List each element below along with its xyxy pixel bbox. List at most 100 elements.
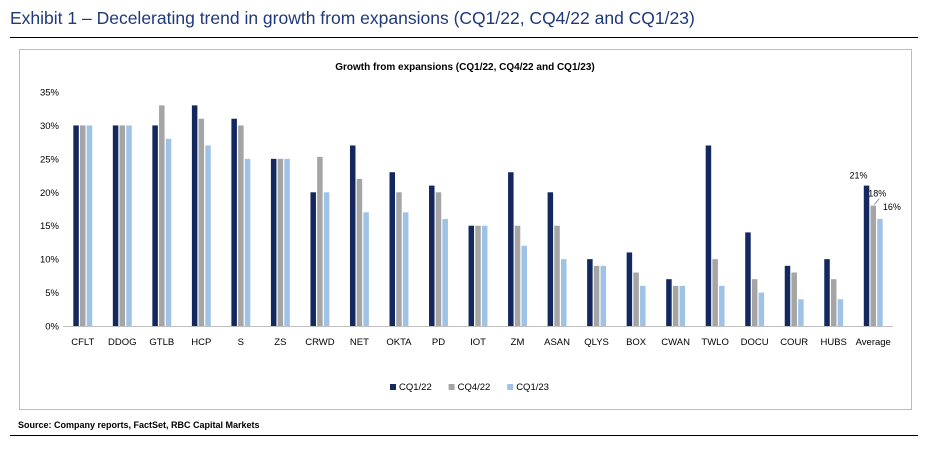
x-tick-label: NET [350,337,369,348]
bar-cq1-22 [666,279,672,326]
bar-cq1-22 [429,185,435,326]
bar-cq4-22 [593,265,600,326]
bar-cq1-23 [323,192,330,326]
bar-cq1-23 [521,245,527,326]
bar-cq1-23 [758,292,765,326]
x-tick-label: GTLB [149,337,174,348]
legend-label: CQ1/23 [516,382,549,393]
bar-cq1-22 [231,118,237,326]
bar-cq1-22 [310,192,316,326]
bar-cq1-23 [284,158,290,326]
bar-cq4-22 [514,225,521,326]
bar-cq1-22 [547,192,554,326]
bar-cq1-22 [112,125,119,326]
data-label: 16% [883,202,901,212]
bar-cq4-22 [317,156,323,326]
bar-cq4-22 [633,272,639,326]
y-tick-label: 15% [40,221,60,232]
title-rule [10,37,918,38]
y-tick-label: 30% [40,121,60,132]
bar-cq4-22 [830,279,837,326]
bar-cq1-23 [86,125,93,326]
data-label: 18% [868,189,886,199]
bar-cq1-23 [837,299,844,326]
y-tick-label: 5% [45,288,59,299]
x-tick-label: COUR [780,337,808,348]
y-tick-label: 25% [40,154,60,165]
x-tick-label: CFLT [71,337,94,348]
x-tick-label: Average [856,337,891,348]
x-tick-label: BOX [626,337,647,348]
bar-cq1-23 [560,259,567,326]
bar-cq4-22 [277,158,284,326]
y-tick-label: 20% [40,188,60,199]
bar-cq1-22 [270,158,277,326]
bar-cq1-23 [244,158,251,326]
y-tick-label: 10% [40,255,60,266]
bar-cq1-22 [508,172,514,326]
y-tick-label: 0% [45,322,59,333]
bar-cq1-22 [863,185,870,326]
bar-cq1-23 [640,285,646,326]
bar-cq4-22 [475,225,481,326]
bar-cq1-22 [784,265,791,326]
bar-chart: Growth from expansions (CQ1/22, CQ4/22 a… [40,62,901,393]
x-tick-label: DDOG [108,337,137,348]
source-rule [10,435,918,436]
bar-cq1-22 [705,145,712,326]
bar-cq1-23 [165,138,172,326]
bar-cq1-22 [745,232,751,326]
bar-cq4-22 [356,178,363,326]
bar-cq1-22 [626,252,633,326]
bar-cq4-22 [396,192,402,326]
chart-container: Growth from expansions (CQ1/22, CQ4/22 a… [19,49,912,410]
data-label: 21% [850,171,868,181]
bar-cq4-22 [435,192,442,326]
exhibit-title: Exhibit 1 – Decelerating trend in growth… [10,8,695,28]
bar-cq1-22 [191,105,198,326]
bar-cq1-23 [600,265,607,326]
legend-label: CQ1/22 [399,382,432,393]
x-tick-label: CWAN [661,337,690,348]
bar-cq4-22 [198,118,205,326]
bar-cq1-22 [824,259,830,326]
y-tick-label: 35% [40,88,60,99]
bar-cq1-22 [349,145,356,326]
x-tick-label: DOCU [741,337,769,348]
bar-cq4-22 [672,285,679,326]
x-tick-label: ASAN [544,337,570,348]
bar-cq1-23 [442,219,448,326]
legend-swatch [390,384,396,390]
x-tick-label: HCP [191,337,211,348]
bar-cq1-23 [363,212,369,326]
x-tick-label: OKTA [386,337,412,348]
legend-label: CQ4/22 [458,382,491,393]
bar-cq1-23 [205,145,211,326]
x-tick-label: ZS [274,337,286,348]
bar-cq4-22 [119,125,126,326]
x-tick-label: CRWD [305,337,335,348]
bar-cq1-22 [73,125,79,326]
bar-cq1-22 [152,125,158,326]
bar-cq4-22 [159,105,165,326]
legend-swatch [507,384,514,390]
x-tick-label: HUBS [821,337,847,348]
bar-cq4-22 [791,272,797,326]
source-note: Source: Company reports, FactSet, RBC Ca… [18,420,260,430]
bar-cq1-23 [877,219,883,326]
x-tick-label: IOT [470,337,486,348]
bar-cq4-22 [712,259,718,326]
chart-title: Growth from expansions (CQ1/22, CQ4/22 a… [335,62,595,73]
legend-swatch [448,384,455,390]
bar-cq1-23 [402,212,409,326]
bar-cq1-23 [679,285,686,326]
x-tick-label: QLYS [584,337,609,348]
bar-cq1-22 [389,172,396,326]
bar-cq4-22 [238,125,244,326]
bar-cq1-22 [468,225,475,326]
bar-cq4-22 [554,225,560,326]
bar-cq1-22 [587,259,593,326]
bar-cq1-23 [719,285,725,326]
bar-cq1-23 [126,125,132,326]
x-tick-label: PD [432,337,445,348]
